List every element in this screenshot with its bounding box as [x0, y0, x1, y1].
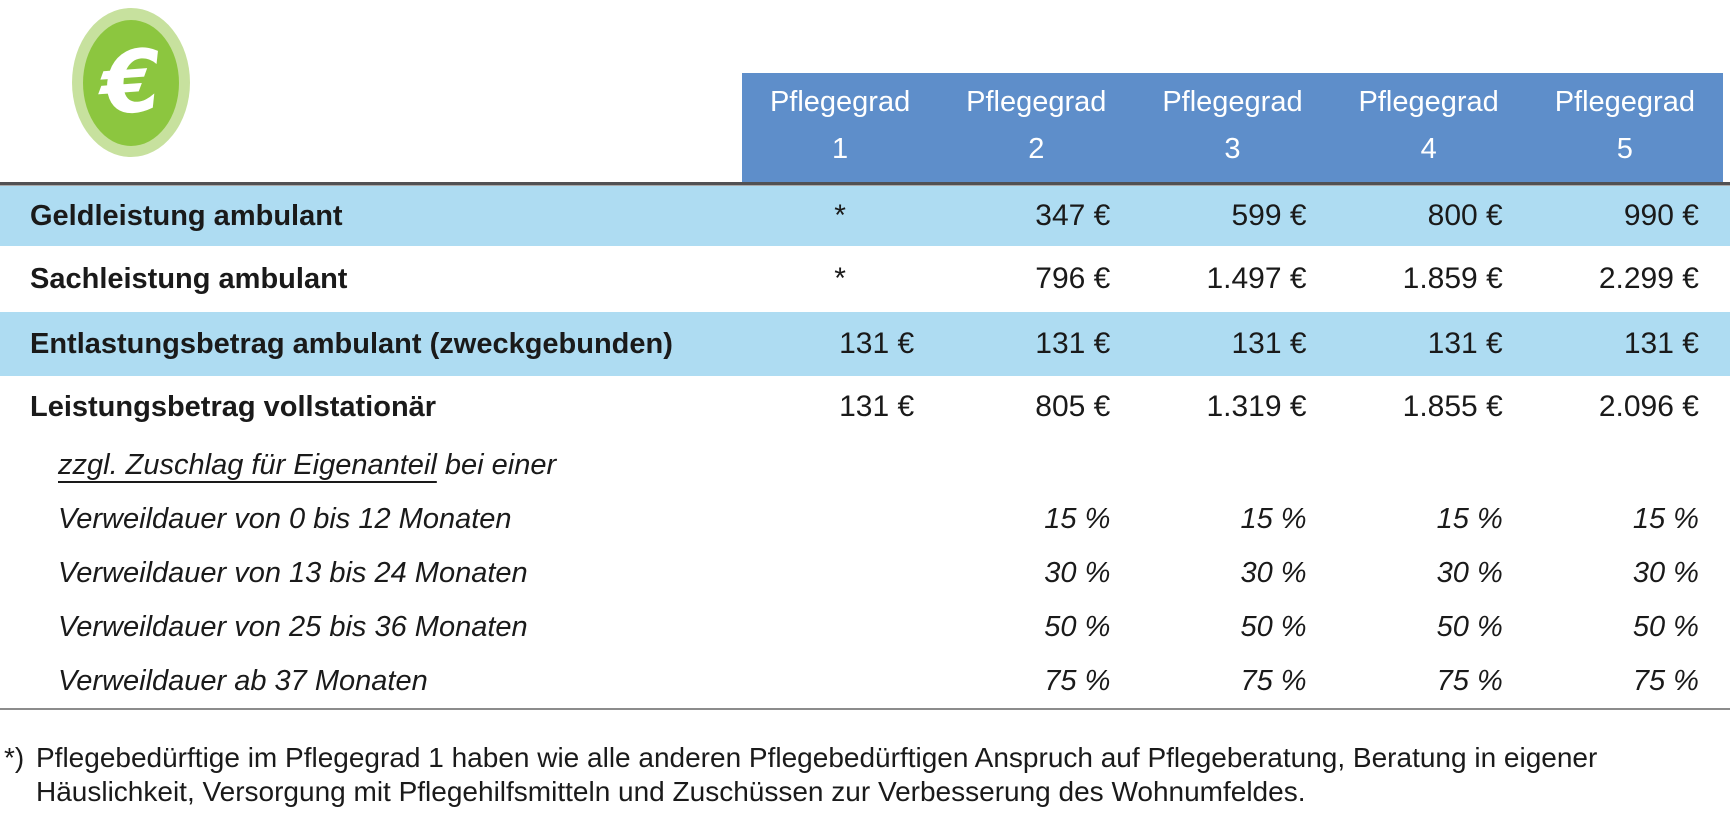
value-cell: 2.096 €	[1598, 390, 1699, 423]
value-cell	[938, 438, 1134, 492]
value-cell: 15 %	[1632, 502, 1699, 535]
value-cell: 805 €	[1035, 390, 1111, 423]
table-top-rule	[0, 182, 1730, 186]
footnote-text: Pflegebedürftige im Pflegegrad 1 haben w…	[36, 742, 1598, 807]
value-cell: 131 €	[1623, 327, 1699, 360]
header-cell-pflegegrad-3: Pflegegrad 3	[1134, 73, 1331, 182]
value-cell	[742, 546, 938, 600]
header-title: Pflegegrad	[966, 85, 1107, 118]
row-label: Verweildauer von 13 bis 24 Monaten	[58, 556, 528, 589]
value-cell: 131 €	[1231, 327, 1307, 360]
value-cell: 796 €	[1035, 262, 1111, 295]
value-cell: 50 %	[1240, 610, 1307, 643]
table-header-row: Pflegegrad 1 Pflegegrad 2 Pflegegrad 3 P…	[0, 73, 1730, 182]
value-cell: 75 %	[1240, 664, 1307, 697]
value-cell: 131 €	[839, 390, 915, 423]
header-cell-pflegegrad-2: Pflegegrad 2	[938, 73, 1135, 182]
value-cell: 30 %	[1632, 556, 1699, 589]
table-row-geldleistung: Geldleistung ambulant * 347 € 599 € 800 …	[0, 186, 1730, 246]
table-row-sachleistung: Sachleistung ambulant * 796 € 1.497 € 1.…	[0, 246, 1730, 312]
header-spacer	[0, 73, 742, 182]
value-cell: 50 %	[1436, 610, 1503, 643]
underlined-label-part: zzgl. Zuschlag für Eigenanteil	[58, 448, 437, 481]
value-cell	[1134, 438, 1330, 492]
euro-coin-inner: €	[83, 19, 179, 146]
table-row-leistungsbetrag: Leistungsbetrag vollstationär 131 € 805 …	[0, 376, 1730, 438]
row-label: Verweildauer von 0 bis 12 Monaten	[58, 502, 512, 535]
header-number: 3	[1224, 132, 1241, 165]
header-cell-pflegegrad-4: Pflegegrad 4	[1330, 73, 1527, 182]
value-cell: *	[834, 199, 846, 232]
header-title: Pflegegrad	[1162, 85, 1303, 118]
value-cell: 15 %	[1044, 502, 1111, 535]
value-cell: 131 €	[839, 327, 915, 360]
footnote-marker: *)	[4, 742, 25, 773]
value-cell: 30 %	[1436, 556, 1503, 589]
header-cell-pflegegrad-5: Pflegegrad 5	[1526, 73, 1723, 182]
value-cell: 1.859 €	[1402, 262, 1503, 295]
header-title: Pflegegrad	[1554, 85, 1695, 118]
header-cell-pflegegrad-1: Pflegegrad 1	[742, 73, 939, 182]
value-cell: 1.855 €	[1402, 390, 1503, 423]
table-row-verweildauer-ab-37: Verweildauer ab 37 Monaten 75 % 75 % 75 …	[0, 654, 1730, 708]
value-cell: 30 %	[1240, 556, 1307, 589]
header-number: 4	[1420, 132, 1437, 165]
row-label: Entlastungsbetrag ambulant (zweckgebunde…	[30, 327, 673, 360]
value-cell: 75 %	[1632, 664, 1699, 697]
table-row-verweildauer-0-12: Verweildauer von 0 bis 12 Monaten 15 % 1…	[0, 492, 1730, 546]
value-cell: 15 %	[1436, 502, 1503, 535]
value-cell: 30 %	[1044, 556, 1111, 589]
value-cell: 990 €	[1623, 199, 1699, 232]
table-row-verweildauer-13-24: Verweildauer von 13 bis 24 Monaten 30 % …	[0, 546, 1730, 600]
value-cell	[742, 438, 938, 492]
euro-coin-icon: €	[72, 8, 190, 157]
value-cell	[742, 492, 938, 546]
label-part: bei einer	[436, 448, 557, 481]
value-cell: 75 %	[1436, 664, 1503, 697]
header-title: Pflegegrad	[769, 85, 911, 118]
value-cell: 1.497 €	[1206, 262, 1307, 295]
benefits-table: Pflegegrad 1 Pflegegrad 2 Pflegegrad 3 P…	[0, 73, 1730, 710]
table-bottom-rule	[0, 708, 1730, 710]
value-cell: 1.319 €	[1206, 390, 1307, 423]
row-label: Leistungsbetrag vollstationär	[30, 390, 437, 423]
row-label: zzgl. Zuschlag für Eigenanteil bei einer	[0, 438, 742, 492]
value-cell: *	[834, 262, 846, 295]
header-number: 1	[832, 132, 849, 165]
value-cell: 50 %	[1632, 610, 1699, 643]
value-cell: 2.299 €	[1598, 262, 1699, 295]
footnote: *) Pflegebedürftige im Pflegegrad 1 habe…	[4, 741, 1704, 809]
header-title: Pflegegrad	[1358, 85, 1499, 118]
row-label: Verweildauer ab 37 Monaten	[58, 664, 428, 697]
value-cell: 75 %	[1044, 664, 1111, 697]
row-label: Sachleistung ambulant	[30, 262, 348, 295]
value-cell: 15 %	[1240, 502, 1307, 535]
header-number: 5	[1616, 132, 1633, 165]
value-cell: 131 €	[1035, 327, 1111, 360]
value-cell	[742, 600, 938, 654]
value-cell	[742, 654, 938, 708]
value-cell: 800 €	[1427, 199, 1503, 232]
value-cell: 131 €	[1427, 327, 1503, 360]
value-cell: 50 %	[1044, 610, 1111, 643]
value-cell: 599 €	[1231, 199, 1307, 232]
row-label: Geldleistung ambulant	[30, 199, 343, 232]
table-row-zuschlag-header: zzgl. Zuschlag für Eigenanteil bei einer	[0, 438, 1730, 492]
value-cell: 347 €	[1035, 199, 1111, 232]
row-label: Verweildauer von 25 bis 36 Monaten	[58, 610, 528, 643]
value-cell	[1527, 438, 1723, 492]
table-row-verweildauer-25-36: Verweildauer von 25 bis 36 Monaten 50 % …	[0, 600, 1730, 654]
header-number: 2	[1028, 132, 1045, 165]
value-cell	[1331, 438, 1527, 492]
table-row-entlastungsbetrag: Entlastungsbetrag ambulant (zweckgebunde…	[0, 312, 1730, 376]
